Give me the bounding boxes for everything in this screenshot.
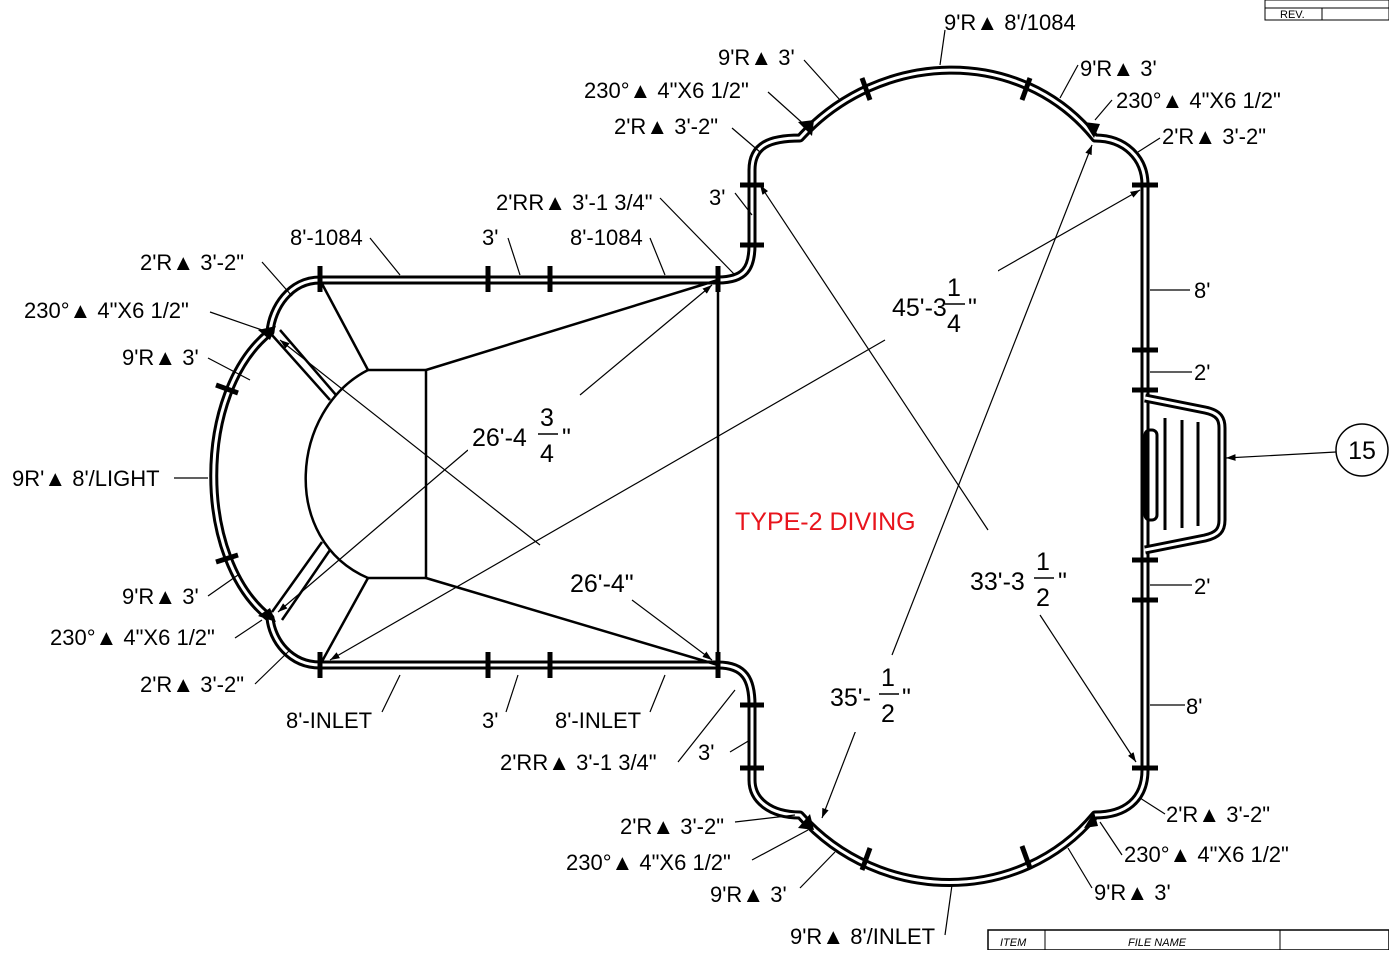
label-bottom-9r-8-inlet: 9'R▲ 8'/INLET [790,924,935,949]
corner-connectors [258,120,1100,830]
pool-steps [1143,393,1227,555]
dim-33-unit: " [1058,568,1067,596]
rev-block: REV. [1264,0,1389,21]
label-top-2rr: 2'RR▲ 3'-1 3/4" [496,190,653,215]
label-top-left-9r-3: 9'R▲ 3' [718,45,795,70]
label-bottom-3-a: 3' [482,708,498,733]
label-bottom-left-2r: 2'R▲ 3'-2" [620,814,724,839]
label-bottom-right-9r: 9'R▲ 3' [1094,880,1171,905]
wall-labels: 9'R▲ 8'/1084 9'R▲ 3' 230°▲ 4"X6 1/2" 2'R… [12,10,1289,949]
callout-15: 15 [1335,423,1389,477]
dim-33-den: 2 [1036,584,1050,612]
wall-ticks [215,77,1158,871]
dim-35-unit: " [902,684,911,712]
dim-33-whole: 33'-3 [970,568,1025,596]
label-left-9r-bottom: 9'R▲ 3' [122,584,199,609]
item-label: ITEM [1000,937,1027,949]
title-block: ITEM FILE NAME [987,929,1389,951]
label-top-left-230: 230°▲ 4"X6 1/2" [584,78,749,103]
label-left-2r-bottom: 2'R▲ 3'-2" [140,672,244,697]
center-label: TYPE-2 DIVING [735,508,916,536]
label-top-left-2r: 2'R▲ 3'-2" [614,114,718,139]
label-top-9r-8-1084: 9'R▲ 8'/1084 [944,10,1076,35]
label-bottom-8-inlet-a: 8'-INLET [286,708,372,733]
label-right-2-top: 2' [1194,360,1210,385]
label-top-right-9r-3: 9'R▲ 3' [1080,56,1157,81]
dim-45-num: 1 [947,274,961,302]
label-top-right-2r: 2'R▲ 3'-2" [1162,124,1266,149]
file-name-label: FILE NAME [1128,937,1187,949]
dim-45-whole: 45'-3 [892,294,947,322]
pool-floor-lines [270,278,720,667]
dim-35-num: 1 [881,664,895,692]
dim-35-den: 2 [881,700,895,728]
label-top-8-1084-b: 8'-1084 [570,225,643,250]
rev-label: REV. [1280,9,1305,21]
dimension-33-3-1-2: 33'-3 1 2 " [965,540,1075,612]
dim-35-whole: 35'- [830,684,871,712]
label-left-2r-top: 2'R▲ 3'-2" [140,250,244,275]
callout-number: 15 [1348,437,1376,465]
label-left-230-top: 230°▲ 4"X6 1/2" [24,298,189,323]
dimension-26-4: 26'-4" [566,565,642,599]
label-right-8-bottom: 8' [1186,694,1202,719]
dim-45-den: 4 [947,310,961,338]
leader-lines [174,29,1192,936]
dim-33-num: 1 [1036,548,1050,576]
dim-26a-unit: " [562,424,571,452]
label-top-right-230: 230°▲ 4"X6 1/2" [1116,88,1281,113]
dim-45-unit: " [968,294,977,322]
label-right-2-bottom: 2' [1194,574,1210,599]
pool-outline [209,65,1150,887]
label-bottom-left-230: 230°▲ 4"X6 1/2" [566,850,731,875]
dim-26a-num: 3 [540,404,554,432]
label-top-3-b: 3' [482,225,498,250]
label-top-3: 3' [709,185,725,210]
dim-26b: 26'-4" [570,570,634,598]
dimension-lines [277,144,1337,819]
label-bottom-right-230: 230°▲ 4"X6 1/2" [1124,842,1289,867]
label-bottom-left-9r: 9'R▲ 3' [710,882,787,907]
label-right-8-top: 8' [1194,278,1210,303]
label-bottom-right-2r: 2'R▲ 3'-2" [1166,802,1270,827]
dim-26a-whole: 26'-4 [472,424,527,452]
label-top-8-1084-a: 8'-1084 [290,225,363,250]
dimension-26-4-3-4: 26'-4 3 4 " [468,398,580,470]
label-bottom-3-b: 3' [698,740,714,765]
dimension-45-3-1-4: 45'-3 1 4 " [888,270,998,342]
label-bottom-8-inlet-b: 8'-INLET [555,708,641,733]
label-bottom-2rr: 2'RR▲ 3'-1 3/4" [500,750,657,775]
label-left-light: 9R'▲ 8'/LIGHT [12,466,160,491]
label-left-9r-top: 9'R▲ 3' [122,345,199,370]
label-left-230-bottom: 230°▲ 4"X6 1/2" [50,625,215,650]
dimension-35-1-2: 35'- 1 2 " [826,660,922,732]
dim-26a-den: 4 [540,440,554,468]
